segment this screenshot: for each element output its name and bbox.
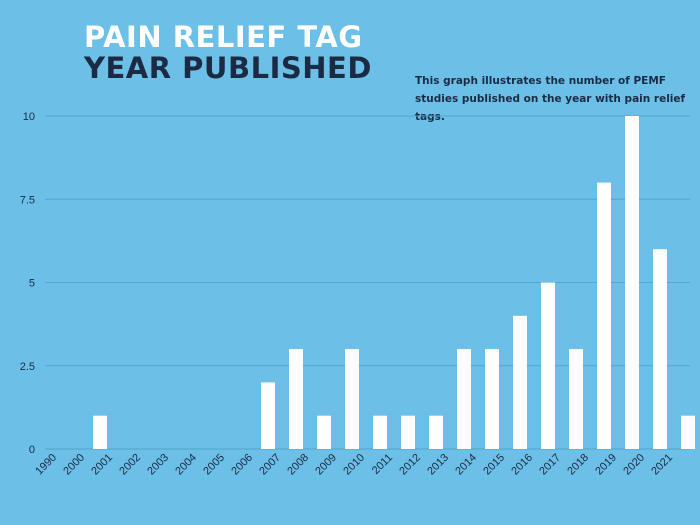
bar-2017 xyxy=(569,349,583,449)
x-tick-label-2020: 2020 xyxy=(621,452,647,478)
x-tick-label-2018: 2018 xyxy=(565,452,591,478)
x-tick-label-2013: 2013 xyxy=(425,452,451,478)
bar-2006 xyxy=(261,382,275,449)
x-tick-label-2014: 2014 xyxy=(453,452,479,478)
x-tick-label-2012: 2012 xyxy=(397,452,423,478)
x-tick-label-2008: 2008 xyxy=(285,452,311,478)
y-tick-label: 0 xyxy=(29,444,35,456)
bar-2009 xyxy=(345,349,359,449)
bar-2013 xyxy=(457,349,471,449)
bar-2014 xyxy=(485,349,499,449)
x-tick-label-2002: 2002 xyxy=(117,452,143,478)
x-tick-label-2019: 2019 xyxy=(593,452,619,478)
x-tick-label-1990: 1990 xyxy=(33,452,59,478)
bar-2012 xyxy=(429,415,443,449)
bar-2016 xyxy=(541,282,555,449)
x-axis: 1990 2000 2001 2002 2003 2004 2005 2006 2007 2008… xyxy=(33,452,675,478)
x-tick-label-2010: 2010 xyxy=(341,452,367,478)
x-tick-label-2021: 2021 xyxy=(649,452,675,478)
x-tick-label-2000: 2000 xyxy=(61,452,87,478)
bar-2010 xyxy=(373,415,387,449)
x-tick-label-2009: 2009 xyxy=(313,452,339,478)
x-tick-label-2006: 2006 xyxy=(229,452,255,478)
bar-2011 xyxy=(401,415,415,449)
x-tick-label-2011: 2011 xyxy=(370,452,395,477)
grid-lines xyxy=(45,115,690,450)
y-axis: 0 2.5 5 7.5 10 xyxy=(20,111,35,456)
y-tick-label: 5 xyxy=(29,278,35,290)
chart-title-line1: PAIN RELIEF TAG xyxy=(84,20,363,54)
x-tick-label-2007: 2007 xyxy=(257,452,283,478)
chart-description: This graph illustrates the number of PEM… xyxy=(415,75,686,123)
x-tick-label-2001: 2001 xyxy=(89,452,115,478)
bar-2018 xyxy=(597,182,611,449)
x-tick-label-2004: 2004 xyxy=(173,452,199,478)
y-tick-label: 7.5 xyxy=(20,194,35,206)
bars xyxy=(93,116,695,449)
bar-2015 xyxy=(513,315,527,449)
bar-2019 xyxy=(625,116,639,449)
x-tick-label-2015: 2015 xyxy=(481,452,507,478)
x-tick-label-2017: 2017 xyxy=(537,452,563,478)
bar-2007 xyxy=(289,349,303,449)
bar-2008 xyxy=(317,415,331,449)
x-tick-label-2005: 2005 xyxy=(201,452,227,478)
y-tick-label: 2.5 xyxy=(20,361,35,373)
y-tick-label: 10 xyxy=(23,111,35,123)
chart-title-line2: YEAR PUBLISHED xyxy=(84,51,372,85)
bar-2020 xyxy=(653,249,667,449)
bar-2021 xyxy=(681,415,695,449)
bar-2000 xyxy=(93,415,107,449)
x-tick-label-2016: 2016 xyxy=(509,452,535,478)
x-tick-label-2003: 2003 xyxy=(145,452,171,478)
